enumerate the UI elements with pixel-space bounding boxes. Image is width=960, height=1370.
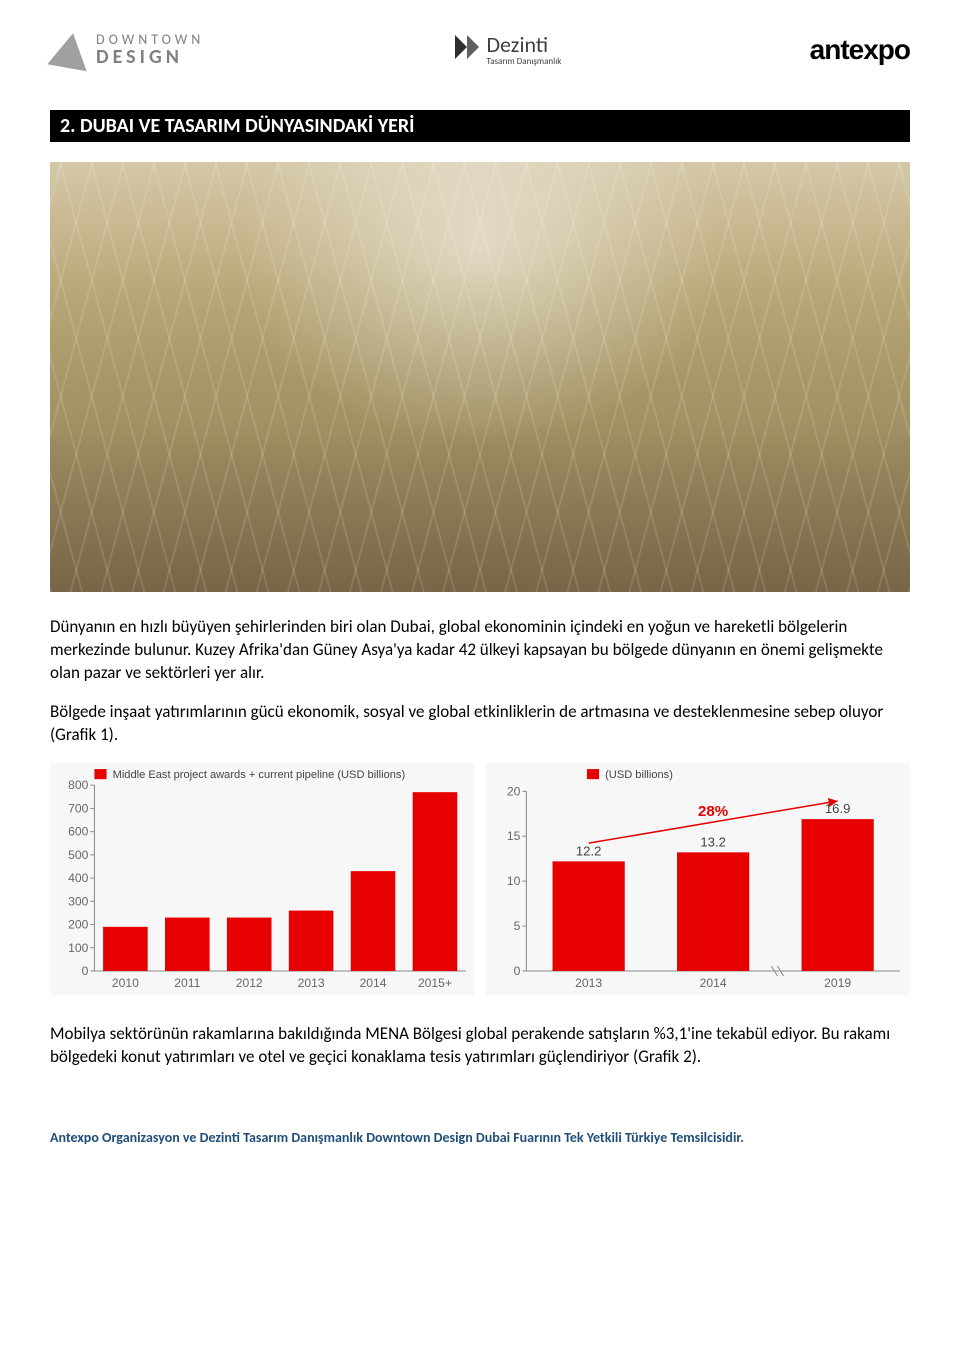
svg-text:2014: 2014: [360, 976, 387, 990]
paragraph-2: Bölgede inşaat yatırımlarının gücü ekono…: [50, 701, 910, 747]
svg-text:2015+: 2015+: [418, 976, 452, 990]
svg-text:2012: 2012: [236, 976, 263, 990]
paragraph-1: Dünyanın en hızlı büyüyen şehirlerinden …: [50, 616, 910, 685]
svg-text:20: 20: [507, 784, 521, 798]
svg-text:2011: 2011: [174, 976, 200, 990]
svg-text:5: 5: [514, 919, 521, 933]
page-footer: Antexpo Organizasyon ve Dezinti Tasarım …: [50, 1129, 910, 1146]
svg-text:600: 600: [68, 824, 88, 838]
chart-2: (USD billions) 28% 0 5 10 15 20 12.2 2013 13.2 201…: [486, 763, 910, 995]
hero-image-overlay: [50, 162, 910, 592]
chart-1: Middle East project awards + current pip…: [50, 763, 474, 995]
hero-image: [50, 162, 910, 592]
logo-dezinti: Dezinti Tasarım Danışmanlık: [453, 33, 562, 67]
svg-text:2014: 2014: [700, 976, 727, 990]
svg-text:2013: 2013: [298, 976, 325, 990]
svg-text:16.9: 16.9: [825, 801, 851, 816]
svg-text:28%: 28%: [698, 803, 729, 820]
svg-text:2013: 2013: [575, 976, 602, 990]
logo-downtown: DOWNTOWN DESIGN: [50, 33, 204, 68]
svg-text:10: 10: [507, 874, 521, 888]
svg-text:400: 400: [68, 871, 88, 885]
dezinti-icon: [453, 33, 481, 61]
paragraph-3: Mobilya sektörünün rakamlarına bakıldığı…: [50, 1023, 910, 1069]
svg-text:0: 0: [514, 964, 521, 978]
svg-text:Middle East project awards + c: Middle East project awards + current pip…: [113, 769, 406, 781]
svg-text:700: 700: [68, 801, 88, 815]
svg-text:12.2: 12.2: [576, 843, 602, 858]
svg-text:200: 200: [68, 917, 88, 931]
svg-text:13.2: 13.2: [700, 834, 726, 849]
svg-text:2019: 2019: [824, 976, 851, 990]
svg-text:800: 800: [68, 778, 88, 792]
svg-text:2010: 2010: [112, 976, 139, 990]
logo-dezinti-line1: Dezinti: [487, 33, 562, 57]
charts-row: Middle East project awards + current pip…: [50, 763, 910, 995]
svg-text:500: 500: [68, 848, 88, 862]
logo-downtown-line2: DESIGN: [96, 47, 204, 67]
section-title: 2. DUBAI VE TASARIM DÜNYASINDAKİ YERİ: [50, 110, 910, 142]
page-header: DOWNTOWN DESIGN Dezinti Tasarım Danışman…: [50, 20, 910, 80]
svg-text:300: 300: [68, 894, 88, 908]
svg-text:(USD billions): (USD billions): [605, 769, 673, 781]
logo-antexpo: antexpo: [810, 34, 910, 66]
polygon-icon: [47, 29, 92, 70]
svg-text:15: 15: [507, 829, 521, 843]
logo-dezinti-line2: Tasarım Danışmanlık: [487, 57, 562, 67]
svg-text:100: 100: [68, 940, 88, 954]
svg-text:0: 0: [82, 964, 89, 978]
